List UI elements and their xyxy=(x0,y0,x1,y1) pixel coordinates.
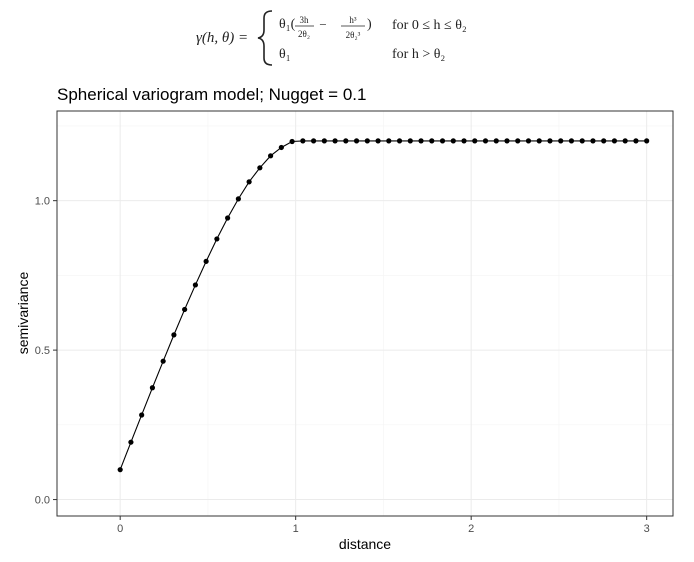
x-axis-title: distance xyxy=(339,536,391,552)
data-point xyxy=(321,138,327,144)
data-point xyxy=(160,358,166,364)
data-point xyxy=(171,332,177,338)
data-point xyxy=(396,138,403,144)
data-point xyxy=(310,138,317,144)
data-point xyxy=(386,138,392,144)
data-point xyxy=(611,138,618,144)
x-axis-ticks: 0 1 2 3 xyxy=(117,516,650,535)
formula-case1-frac2-num: h³ xyxy=(349,15,357,25)
data-point xyxy=(117,467,123,473)
x-tick-label: 1 xyxy=(293,523,299,535)
data-point xyxy=(375,138,381,144)
formula-case1-condition: for 0 ≤ h ≤ θ₂ xyxy=(392,18,467,33)
formula: γ(h, θ) = θ₁( 3h 2θ₂ − h³ 2θ₂³ ) for 0 ≤… xyxy=(196,10,467,66)
data-point xyxy=(493,138,499,144)
data-point xyxy=(257,165,263,171)
data-point xyxy=(515,138,521,144)
formula-case2-expr: θ₁ xyxy=(279,47,291,62)
data-point xyxy=(429,138,435,144)
data-point xyxy=(504,138,510,144)
data-point xyxy=(622,138,628,144)
data-point xyxy=(289,138,295,145)
data-point xyxy=(590,138,596,144)
data-point xyxy=(472,138,478,144)
chart-title: Spherical variogram model; Nugget = 0.1 xyxy=(57,85,366,104)
data-point xyxy=(300,138,306,144)
data-point xyxy=(149,385,156,391)
data-point xyxy=(482,138,489,144)
data-point xyxy=(568,138,575,144)
data-point xyxy=(182,306,188,313)
y-tick-label: 0.0 xyxy=(35,495,50,507)
series-layer xyxy=(117,138,650,473)
data-point xyxy=(192,282,198,288)
data-point xyxy=(332,138,338,144)
formula-case1-minus: − xyxy=(319,17,326,32)
panel-border xyxy=(56,110,674,517)
data-point xyxy=(128,439,134,445)
formula-case2-condition: for h > θ₂ xyxy=(392,47,445,62)
formula-brace xyxy=(257,10,273,66)
data-point xyxy=(139,412,145,418)
data-point xyxy=(343,138,349,144)
major-gridlines xyxy=(57,111,673,516)
data-point xyxy=(203,258,209,264)
data-point xyxy=(525,138,532,144)
data-point xyxy=(214,236,220,242)
x-tick-label: 3 xyxy=(644,523,650,535)
x-tick-label: 0 xyxy=(117,523,123,535)
data-point xyxy=(450,138,456,144)
data-point xyxy=(558,138,564,144)
y-tick-label: 0.5 xyxy=(35,345,50,357)
data-point xyxy=(235,196,241,202)
data-point xyxy=(225,215,231,221)
data-point xyxy=(267,153,274,159)
formula-case1-frac1-den: 2θ₂ xyxy=(298,29,310,39)
formula-case1-frac1-num: 3h xyxy=(300,15,310,25)
y-axis-title: semivariance xyxy=(15,272,31,355)
data-point xyxy=(407,138,413,144)
x-tick-label: 2 xyxy=(468,523,474,535)
data-point xyxy=(644,138,650,144)
data-point xyxy=(278,144,284,151)
data-point xyxy=(246,179,252,185)
data-point xyxy=(579,138,585,144)
data-point xyxy=(601,138,607,144)
data-point xyxy=(633,138,639,144)
y-axis-ticks: 0.0 0.5 1.0 xyxy=(35,196,57,507)
minor-gridlines xyxy=(57,111,673,516)
formula-case1-suffix: ) xyxy=(367,17,372,32)
data-point xyxy=(439,138,446,144)
data-point xyxy=(461,138,467,144)
data-point xyxy=(547,138,553,144)
formula-case1-frac2-den: 2θ₂³ xyxy=(346,30,361,40)
formula-lhs: γ(h, θ) = xyxy=(196,30,248,46)
data-point xyxy=(418,138,424,144)
y-tick-label: 1.0 xyxy=(35,196,50,208)
data-point xyxy=(364,138,370,144)
data-point xyxy=(536,138,542,144)
formula-case1-prefix: θ₁( xyxy=(279,17,296,32)
data-point xyxy=(353,138,360,144)
